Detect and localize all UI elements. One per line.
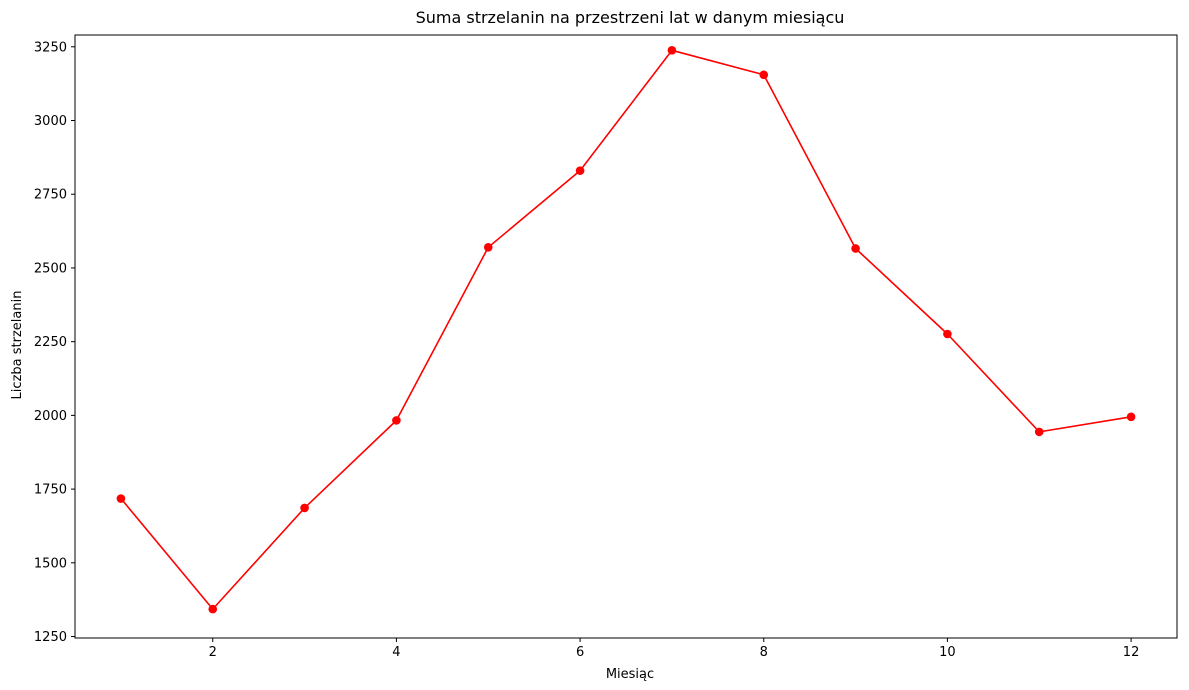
y-tick-label: 1500	[34, 556, 67, 571]
data-point	[851, 244, 860, 253]
y-tick-label: 2750	[34, 188, 67, 203]
data-point	[392, 416, 401, 425]
y-tick-label: 1250	[34, 630, 67, 645]
plot-frame	[74, 34, 1178, 639]
x-tick-label: 6	[576, 645, 584, 660]
x-tick-label: 2	[209, 645, 217, 660]
data-point	[1126, 412, 1136, 422]
x-tick-label: 10	[939, 645, 956, 660]
data-point	[575, 166, 585, 175]
data-point	[483, 243, 493, 252]
chart-title: Suma strzelanin na przestrzeni lat w dan…	[416, 8, 845, 27]
data-point	[300, 503, 309, 513]
plot-area: 2 4 6 8 10 12 1250 1500 1750 2000 2250 2500 2750 3000…	[34, 34, 1178, 660]
y-tick-label: 2000	[34, 409, 67, 424]
x-axis-label: Miesiąc	[606, 667, 654, 682]
y-axis-label: Liczba strzelanin	[10, 291, 25, 400]
series-line	[120, 49, 1132, 610]
y-tick-label: 3250	[34, 40, 67, 55]
y-tick-label: 2500	[34, 261, 67, 276]
data-point	[943, 329, 952, 339]
data-point	[116, 494, 126, 503]
data-point	[667, 46, 677, 55]
x-tick-label: 12	[1123, 645, 1140, 660]
y-tick-label: 3000	[34, 114, 67, 129]
x-tick-label: 8	[760, 645, 768, 660]
data-point	[1034, 427, 1044, 437]
y-tick-label: 1750	[34, 483, 67, 498]
data-point	[208, 604, 218, 614]
data-point	[759, 70, 769, 80]
x-tick-label: 4	[392, 645, 400, 660]
y-tick-label: 2250	[34, 335, 67, 350]
